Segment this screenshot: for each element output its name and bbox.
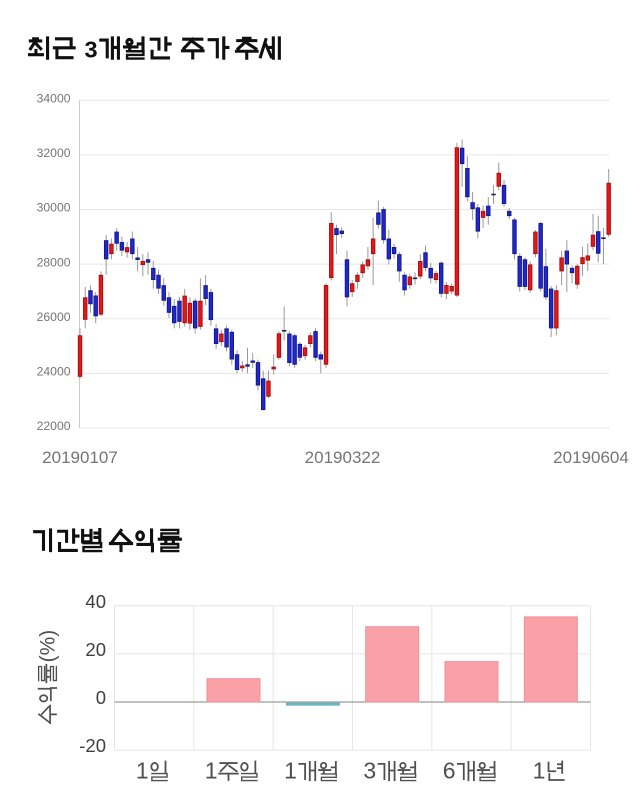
svg-text:6: 6 — [443, 758, 456, 784]
svg-text:(%): (%) — [37, 630, 60, 663]
svg-text:3: 3 — [85, 37, 98, 63]
svg-text:34000: 34000 — [37, 92, 71, 106]
svg-text:26000: 26000 — [37, 310, 71, 324]
svg-text:3: 3 — [363, 758, 376, 784]
svg-text:20190322: 20190322 — [305, 448, 381, 467]
svg-text:20190107: 20190107 — [42, 448, 118, 467]
svg-text:20: 20 — [85, 639, 106, 660]
svg-text:1: 1 — [136, 758, 149, 784]
svg-text:1: 1 — [284, 758, 297, 784]
svg-text:32000: 32000 — [37, 146, 71, 160]
svg-text:1: 1 — [205, 758, 218, 784]
svg-text:22000: 22000 — [37, 419, 71, 433]
svg-text:20190604: 20190604 — [553, 448, 629, 467]
svg-text:28000: 28000 — [37, 255, 71, 269]
svg-text:24000: 24000 — [37, 365, 71, 379]
svg-text:40: 40 — [85, 591, 106, 612]
svg-text:1: 1 — [533, 758, 546, 784]
svg-text:-20: -20 — [79, 735, 106, 756]
svg-text:30000: 30000 — [37, 201, 71, 215]
svg-text:0: 0 — [96, 687, 106, 708]
